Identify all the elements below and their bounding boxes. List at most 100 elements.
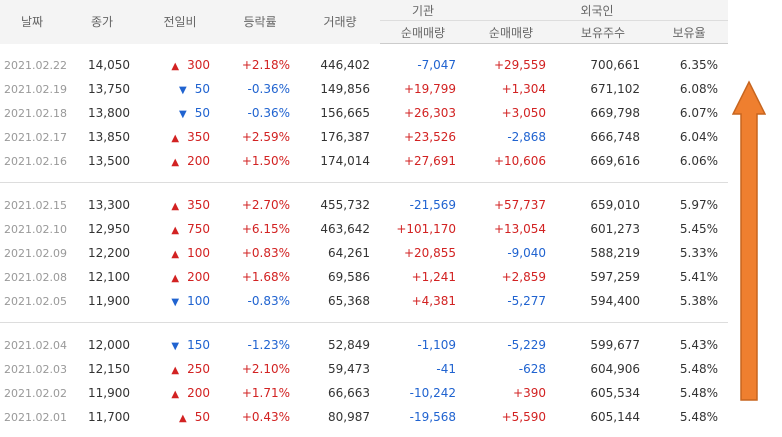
table-row: 2021.02.17 13,850 ▲ 350 +2.59% 176,387 +23,526…	[0, 125, 728, 149]
holdings-cell: 700,661	[590, 58, 640, 72]
foreign-net-cell: +2,859	[501, 270, 546, 284]
foreign-net-cell: -5,277	[507, 294, 546, 308]
table-row: 2021.02.22 14,050 ▲ 300 +2.18% 446,402 -7,047 +…	[0, 53, 728, 77]
close-cell: 13,750	[88, 82, 130, 96]
close-cell: 13,300	[88, 198, 130, 212]
change-cell: ▲ 100	[140, 241, 220, 265]
date-cell: 2021.02.01	[4, 410, 67, 424]
group-separator	[0, 313, 729, 323]
table-row: 2021.02.19 13,750 ▼ 50 -0.36% 149,856 +19,799 +…	[0, 77, 728, 101]
date-cell: 2021.02.17	[4, 130, 67, 144]
change-cell: ▼ 50	[140, 77, 220, 101]
volume-cell: 59,473	[328, 362, 370, 376]
date-cell: 2021.02.05	[4, 294, 67, 308]
holdings-cell: 605,144	[590, 410, 640, 424]
close-cell: 13,850	[88, 130, 130, 144]
date-cell: 2021.02.08	[4, 270, 67, 284]
close-cell: 11,900	[88, 386, 130, 400]
rate-cell: -0.83%	[247, 294, 290, 308]
rate-cell: +2.18%	[241, 58, 290, 72]
header-institution: 기관	[380, 0, 466, 21]
group-separator	[0, 173, 729, 183]
close-cell: 13,800	[88, 106, 130, 120]
change-value: 100	[187, 246, 210, 260]
header-rate: 등락률	[220, 0, 300, 44]
volume-cell: 446,402	[320, 58, 370, 72]
inst-net-cell: -1,109	[417, 338, 456, 352]
up-triangle-icon: ▲	[171, 157, 180, 168]
table-row: 2021.02.01 11,700 ▲ 50 +0.43% 80,987 -19,568 +5…	[0, 405, 728, 429]
close-cell: 11,700	[88, 410, 130, 424]
down-triangle-icon: ▼	[179, 85, 187, 96]
inst-net-cell: +26,303	[403, 106, 456, 120]
change-value: 350	[187, 198, 210, 212]
header-inst-net: 순매매량	[380, 20, 466, 44]
stock-trading-table: 날짜 종가 전일비 등락률 거래량 기관 외국인 순매매량 순매매량 보유주수 …	[0, 0, 729, 429]
spacer-row	[0, 183, 728, 194]
date-cell: 2021.02.22	[4, 58, 67, 72]
header-foreign-net: 순매매량	[466, 20, 556, 44]
table-row: 2021.02.08 12,100 ▲ 200 +1.68% 69,586 +1,241 +2…	[0, 265, 728, 289]
date-cell: 2021.02.15	[4, 198, 67, 212]
holding-ratio-cell: 6.07%	[679, 106, 719, 120]
foreign-net-cell: +13,054	[493, 222, 546, 236]
header-change: 전일비	[140, 0, 220, 44]
change-value: 350	[187, 130, 210, 144]
holdings-cell: 604,906	[590, 362, 640, 376]
table-row: 2021.02.15 13,300 ▲ 350 +2.70% 455,732 -21,569…	[0, 193, 728, 217]
inst-net-cell: -41	[436, 362, 456, 376]
holdings-cell: 601,273	[590, 222, 640, 236]
down-triangle-icon: ▼	[171, 297, 180, 308]
volume-cell: 52,849	[328, 338, 370, 352]
inst-net-cell: +23,526	[403, 130, 456, 144]
holding-ratio-cell: 5.41%	[679, 270, 719, 284]
change-cell: ▼ 50	[140, 101, 220, 125]
volume-cell: 176,387	[320, 130, 370, 144]
holdings-cell: 605,534	[590, 386, 640, 400]
change-cell: ▲ 50	[140, 405, 220, 429]
date-cell: 2021.02.16	[4, 154, 67, 168]
up-triangle-icon: ▲	[171, 273, 180, 284]
volume-cell: 65,368	[328, 294, 370, 308]
rate-cell: +2.10%	[241, 362, 290, 376]
table-row: 2021.02.04 12,000 ▼ 150 -1.23% 52,849 -1,109 -5…	[0, 333, 728, 357]
table-row: 2021.02.18 13,800 ▼ 50 -0.36% 156,665 +26,303 +…	[0, 101, 728, 125]
holdings-cell: 599,677	[590, 338, 640, 352]
rate-cell: -1.23%	[247, 338, 290, 352]
inst-net-cell: +4,381	[411, 294, 456, 308]
close-cell: 12,950	[88, 222, 130, 236]
holding-ratio-cell: 6.04%	[679, 130, 719, 144]
up-triangle-icon: ▲	[171, 365, 180, 376]
change-cell: ▼ 100	[140, 289, 220, 313]
holdings-cell: 594,400	[590, 294, 640, 308]
close-cell: 11,900	[88, 294, 130, 308]
rate-cell: -0.36%	[247, 106, 290, 120]
rate-cell: +0.83%	[241, 246, 290, 260]
date-cell: 2021.02.10	[4, 222, 67, 236]
close-cell: 12,150	[88, 362, 130, 376]
inst-net-cell: +27,691	[403, 154, 456, 168]
holding-ratio-cell: 5.38%	[679, 294, 719, 308]
holdings-cell: 666,748	[590, 130, 640, 144]
inst-net-cell: +19,799	[403, 82, 456, 96]
foreign-net-cell: +5,590	[501, 410, 546, 424]
close-cell: 12,000	[88, 338, 130, 352]
rate-cell: +2.59%	[241, 130, 290, 144]
volume-cell: 64,261	[328, 246, 370, 260]
close-cell: 13,500	[88, 154, 130, 168]
rate-cell: +6.15%	[241, 222, 290, 236]
volume-cell: 463,642	[320, 222, 370, 236]
spacer-row	[0, 44, 728, 54]
change-value: 150	[187, 338, 210, 352]
down-triangle-icon: ▼	[179, 109, 187, 120]
change-cell: ▲ 350	[140, 193, 220, 217]
table-row: 2021.02.05 11,900 ▼ 100 -0.83% 65,368 +4,381 -5…	[0, 289, 728, 313]
holding-ratio-cell: 5.43%	[679, 338, 719, 352]
change-value: 750	[187, 222, 210, 236]
holding-ratio-cell: 5.33%	[679, 246, 719, 260]
foreign-net-cell: -5,229	[507, 338, 546, 352]
rate-cell: +1.50%	[241, 154, 290, 168]
foreign-net-cell: -628	[518, 362, 546, 376]
foreign-net-cell: -9,040	[507, 246, 546, 260]
holdings-cell: 597,259	[590, 270, 640, 284]
